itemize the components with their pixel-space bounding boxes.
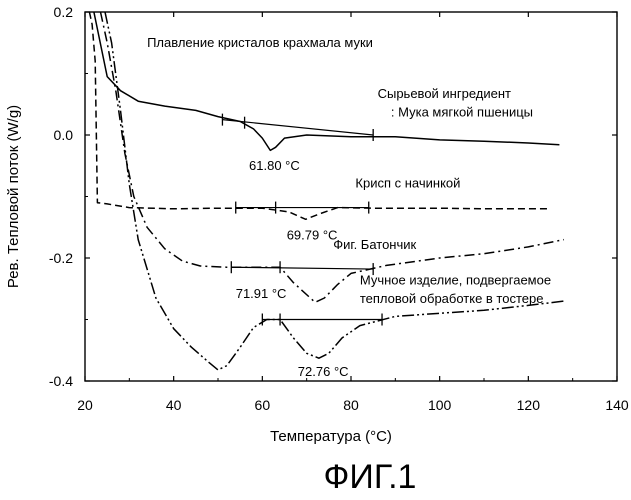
x-tick-label: 140 [605,397,629,413]
annotation-crisp_name: Крисп с начинкой [355,175,460,190]
y-axis-title: Рев. Тепловой поток (W/g) [5,105,22,288]
x-tick-label: 60 [255,397,271,413]
annotation-crisp_peak: 69.79 °C [287,228,338,243]
y-tick-label: -0.4 [49,373,73,389]
series-line-toaster [105,12,564,370]
y-tick-label: 0.2 [54,4,74,20]
x-tick-label: 100 [428,397,452,413]
annotation-toaster_2: тепловой обработке в тостере [360,291,544,306]
annotation-flour_peak: 61.80 °C [249,158,300,173]
annotation-toaster_peak: 72.76 °C [298,364,349,379]
x-tick-label: 80 [343,397,359,413]
curves [89,12,563,370]
x-tick-label: 40 [166,397,182,413]
y-tick-label: 0.0 [54,127,74,143]
annotation-melting: Плавление кристалов крахмала муки [147,35,373,50]
annotation-flour_1: Сырьевой ингредиент [378,86,511,101]
x-axis-title: Температура (°C) [270,428,392,445]
x-tick-label: 20 [77,397,93,413]
y-tick-label: -0.2 [49,250,73,266]
x-tick-label: 120 [517,397,541,413]
figure-label: ФИГ.1 [324,458,417,496]
series-line-flour [94,12,560,150]
labels: Температура (°C) Рев. Тепловой поток (W/… [5,105,416,496]
annotation-flour_2: : Мука мягкой пшеницы [391,105,533,120]
annotation-bar_peak: 71.91 °C [236,286,287,301]
annotation-bar_name: Фиг. Батончик [333,237,416,252]
plot-area: Плавление кристалов крахмала муки Сырьево… [89,12,563,379]
annotation-toaster_1: Мучное изделие, подвергаемое [360,272,551,287]
plot-frame [85,12,617,381]
series-line-bar [101,12,564,302]
